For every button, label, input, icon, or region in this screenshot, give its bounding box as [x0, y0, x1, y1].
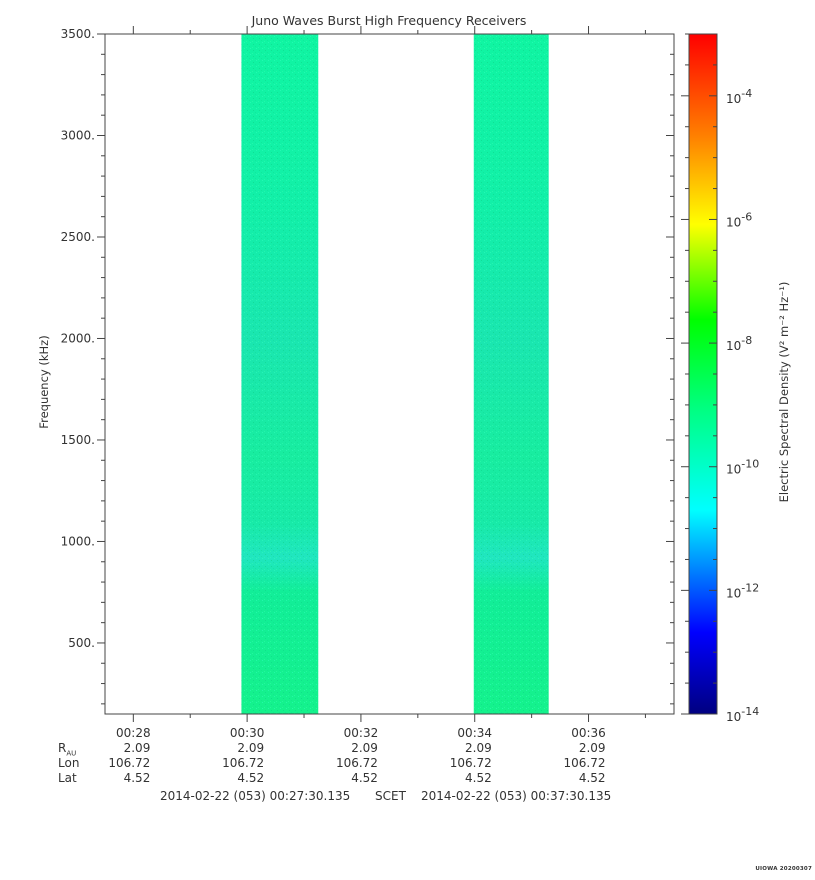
ephem-row-label: Lon — [58, 756, 80, 770]
ephem-value: 4.52 — [123, 771, 151, 785]
y-tick-label: 3000. — [61, 128, 95, 142]
x-tick-label: 00:34 — [457, 726, 492, 740]
y-tick-label: 500. — [68, 636, 95, 650]
x-tick-label: 00:36 — [571, 726, 606, 740]
y-tick-label: 2500. — [61, 230, 95, 244]
colorbar-tick-label: 10-14 — [726, 705, 759, 724]
ephem-value: 106.72 — [222, 756, 265, 770]
x-axis: 00:28 00:30 00:32 00:34 00:36 — [116, 26, 646, 740]
footer-stamp: UIOWA 20200307 — [755, 866, 812, 872]
plot-frame — [104, 33, 675, 715]
ephem-row-label: RAU — [58, 741, 77, 758]
ephem-value: 4.52 — [465, 771, 492, 785]
ephem-value: 4.52 — [578, 771, 606, 785]
bursts-layer — [241, 34, 549, 714]
colorbar-axis: 10-4 10-6 10-8 10-10 10-12 10-14 — [681, 33, 759, 724]
burst-noise-2 — [473, 34, 549, 714]
x-tick-label: 00:32 — [344, 726, 379, 740]
y-tick-label: 3500. — [61, 27, 95, 41]
colorbar-tick-label: 10-6 — [726, 210, 752, 229]
y-axis: 500. 1000. 1500. 2000. 2500. 3000. 3500. — [61, 27, 674, 705]
colorbar-tick-label: 10-4 — [726, 87, 752, 106]
footer-start-time: 2014-02-22 (053) 00:27:30.135 — [160, 789, 351, 803]
colorbar-tick-label: 10-12 — [726, 581, 759, 600]
colorbar-tick-label: 10-8 — [726, 334, 752, 353]
colorbar — [688, 33, 718, 715]
ephem-value: 2.09 — [578, 741, 606, 755]
ephem-value: 106.72 — [449, 756, 492, 770]
ephem-value: 106.72 — [563, 756, 606, 770]
ephem-value: 2.09 — [123, 741, 151, 755]
colorbar-label: Electric Spectral Density (V² m⁻² Hz⁻¹) — [777, 282, 791, 503]
y-axis-label: Frequency (kHz) — [37, 335, 51, 428]
ephem-value: 2.09 — [351, 741, 378, 755]
ephem-value: 4.52 — [237, 771, 265, 785]
y-tick-label: 1000. — [61, 534, 95, 548]
ephem-row-label: Lat — [58, 771, 77, 785]
ephem-value: 2.09 — [237, 741, 265, 755]
colorbar-tick-label: 10-10 — [726, 458, 759, 477]
x-tick-label: 00:28 — [116, 726, 151, 740]
footer-scet-label: SCET — [375, 789, 406, 803]
chart-title: Juno Waves Burst High Frequency Receiver… — [251, 13, 527, 28]
ephem-value: 4.52 — [351, 771, 378, 785]
ephem-value: 106.72 — [335, 756, 378, 770]
y-tick-label: 2000. — [61, 331, 95, 345]
y-tick-label: 1500. — [61, 433, 95, 447]
ephem-value: 106.72 — [108, 756, 151, 770]
x-tick-label: 00:30 — [230, 726, 265, 740]
burst-noise-1 — [241, 34, 319, 714]
footer-end-time: 2014-02-22 (053) 00:37:30.135 — [421, 789, 612, 803]
ephem-value: 2.09 — [465, 741, 492, 755]
